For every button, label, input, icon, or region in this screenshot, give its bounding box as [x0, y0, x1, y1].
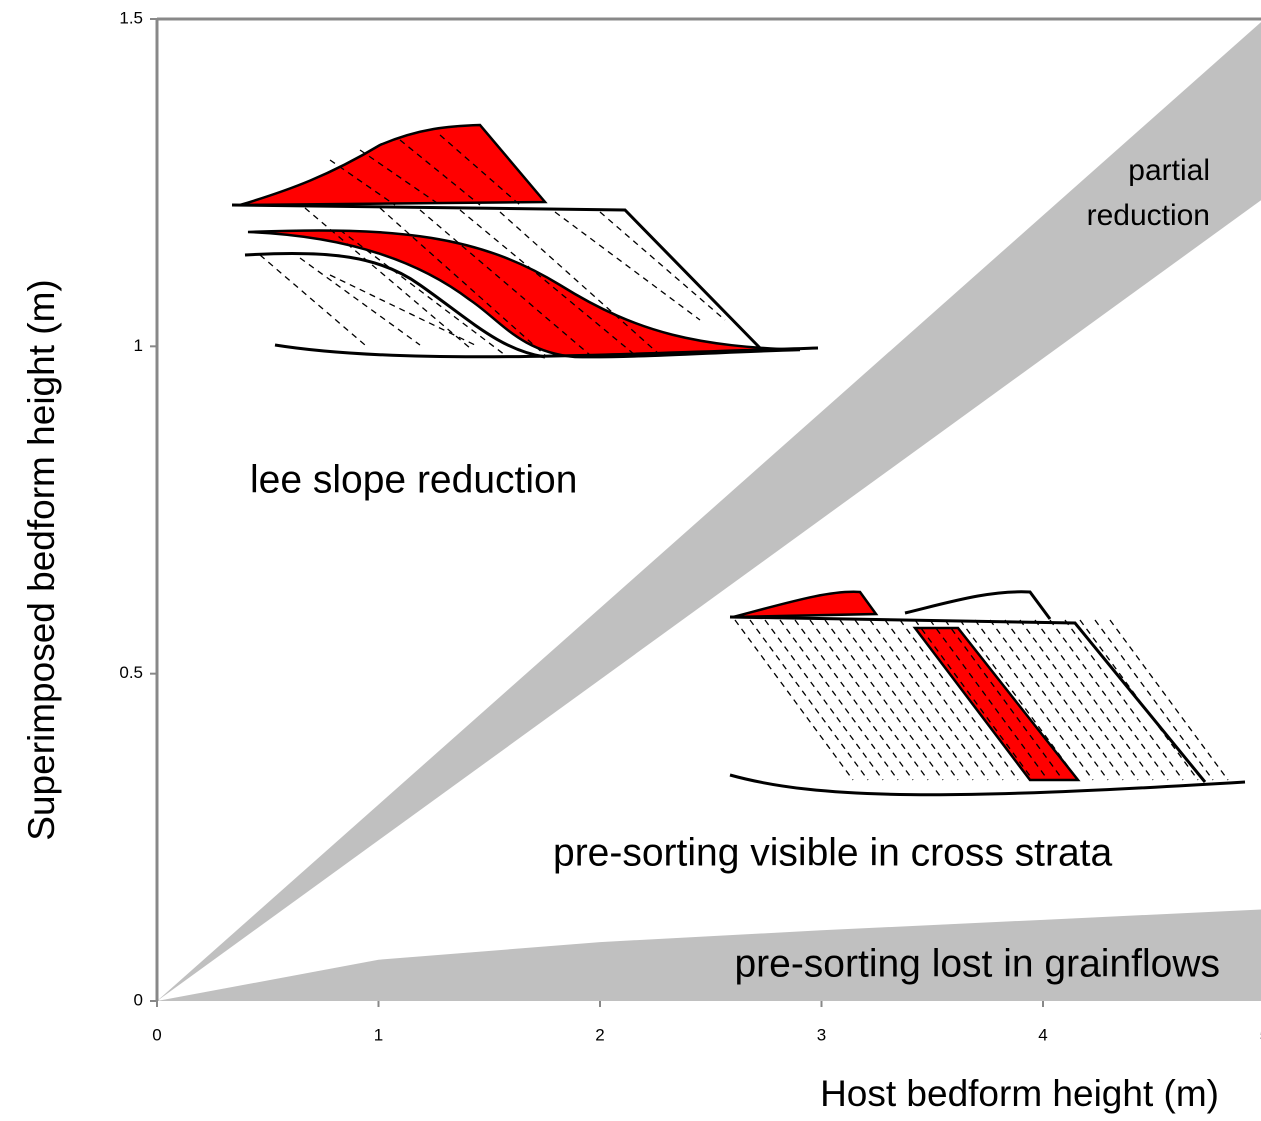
sketch-shape [733, 592, 876, 617]
hatch-line [795, 620, 913, 780]
hatch-line [735, 620, 853, 780]
sketch-shape [248, 230, 800, 357]
hatch-line [1050, 620, 1168, 780]
hatch-line [765, 620, 883, 780]
y-tick-label: 1 [134, 336, 143, 355]
hatch-line [750, 620, 868, 780]
annotation: lee slope reduction [250, 458, 577, 501]
sketch-shape [240, 125, 545, 205]
hatch-line [300, 258, 420, 345]
y-tick-label: 0.5 [119, 663, 143, 682]
x-axis-title: Host bedform height (m) [820, 1073, 1219, 1114]
x-tick-label: 4 [1038, 1025, 1047, 1044]
chart: 00.511.5012345Host bedform height (m)Sup… [0, 0, 1261, 1121]
x-tick-label: 2 [595, 1025, 604, 1044]
x-tick-label: 3 [817, 1025, 826, 1044]
hatch-line [600, 212, 725, 320]
hatch-line [260, 255, 365, 345]
hatch-line [780, 620, 898, 780]
hatch-line [810, 620, 928, 780]
sketch-shape [915, 628, 1078, 780]
annotation: reduction [1087, 199, 1210, 232]
hatch-line [1110, 620, 1228, 780]
x-tick-label: 0 [152, 1025, 161, 1044]
y-tick-label: 0 [134, 990, 143, 1009]
annotation: pre-sorting lost in grainflows [734, 942, 1220, 985]
y-axis-title: Superimposed bedform height (m) [21, 279, 62, 840]
hatch-line [825, 620, 943, 780]
hatch-line [1095, 620, 1213, 780]
x-tick-label: 1 [374, 1025, 383, 1044]
y-tick-label: 1.5 [119, 8, 143, 27]
hatch-line [1065, 620, 1183, 780]
annotation: pre-sorting visible in cross strata [553, 831, 1113, 874]
sketch-line [905, 592, 1050, 619]
annotation: partial [1128, 154, 1210, 187]
sketch-line [730, 775, 1245, 795]
